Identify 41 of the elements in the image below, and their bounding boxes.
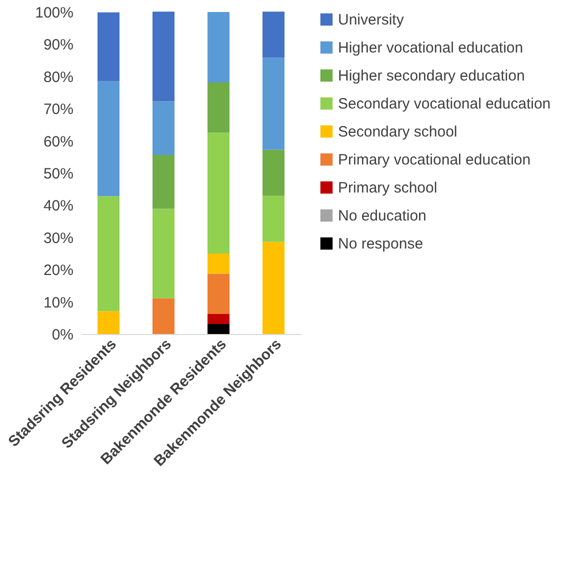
bar [98,311,120,334]
bar [98,81,120,196]
bar [208,82,230,133]
bar [152,101,174,155]
legend-label: University [338,12,404,28]
bar [208,274,230,314]
legend-label: Secondary school [338,124,458,140]
bar [262,196,284,242]
legend-label: No education [338,208,426,224]
bar [262,150,284,196]
y-tick-label: 90% [43,36,74,54]
y-tick-label: 40% [43,198,74,215]
bar [208,254,230,274]
legend-label: Higher secondary education [338,68,525,84]
legend-label: Higher vocational education [338,40,524,56]
legend-label: No response [338,236,424,252]
bar [152,298,174,334]
legend-label: Secondary vocational education [338,96,551,112]
bar [262,58,284,150]
bar [152,154,174,209]
bar [152,208,174,298]
y-tick-label: 70% [43,101,74,118]
y-tick-label: 60% [43,133,74,150]
bar [208,314,230,324]
legend-label: Primary school [338,180,438,196]
y-tick-label: 10% [43,294,74,312]
y-tick-label: 0% [52,326,74,344]
bar [208,324,230,334]
bar [98,12,120,82]
legend-label: Primary vocational education [338,152,531,168]
bar [208,12,230,83]
y-tick-label: 100% [35,4,74,22]
y-tick-label: 20% [43,262,74,280]
bar [262,12,284,58]
y-tick-label: 80% [43,68,74,86]
y-tick-label: 50% [43,166,74,182]
y-tick-label: 30% [43,230,74,247]
bar [98,196,120,312]
bar [208,132,230,254]
bar [152,12,174,102]
bar [262,242,284,334]
